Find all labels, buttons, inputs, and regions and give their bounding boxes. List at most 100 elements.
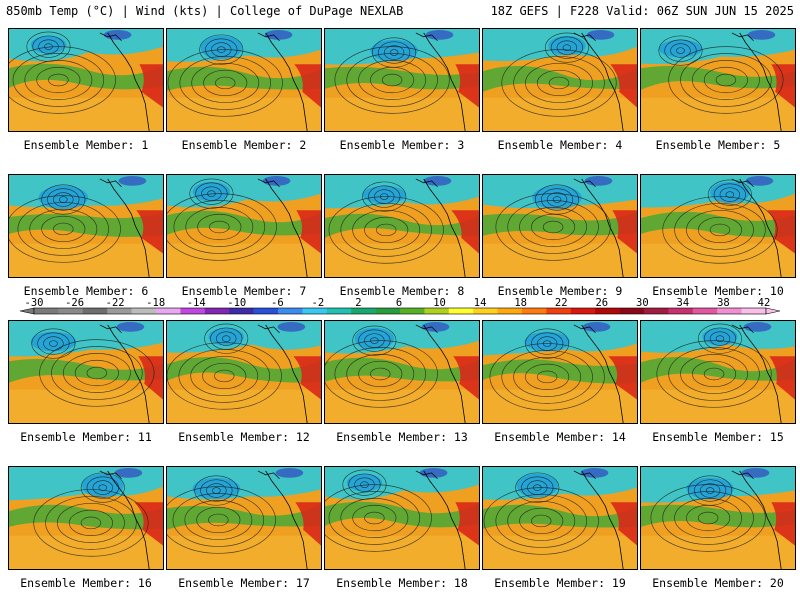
ensemble-map-4	[482, 28, 638, 132]
member-number: 19	[611, 576, 626, 590]
ensemble-map-12	[166, 320, 322, 424]
ensemble-member-label: Ensemble Member: 10	[639, 284, 797, 298]
ensemble-member-label: Ensemble Member: 17	[165, 576, 323, 590]
temperature-map	[641, 29, 795, 131]
member-number: 10	[769, 284, 784, 298]
ensemble-member-label: Ensemble Member: 2	[165, 138, 323, 152]
temperature-map	[167, 321, 321, 423]
ensemble-map-2	[166, 28, 322, 132]
colorbar-tick-label: -10	[227, 297, 246, 309]
colorbar-swatch	[741, 308, 767, 314]
member-number: 14	[611, 430, 626, 444]
colorbar-swatch	[156, 308, 181, 314]
colorbar-swatch	[229, 308, 254, 314]
ensemble-map-3	[324, 28, 480, 132]
temperature-map	[483, 29, 637, 131]
ensemble-member-label: Ensemble Member: 1	[7, 138, 165, 152]
member-number: 8	[457, 284, 465, 298]
ensemble-map-18	[324, 466, 480, 570]
colorbar-tick-label: 6	[396, 297, 402, 309]
colorbar-swatch	[58, 308, 84, 314]
colorbar-swatch	[644, 308, 669, 314]
colorbar-tick-label: 42	[758, 297, 771, 309]
colorbar-tick-label: -14	[187, 297, 206, 309]
colorbar-swatch	[180, 308, 206, 314]
label-prefix: Ensemble Member:	[497, 138, 616, 152]
temperature-map	[9, 467, 163, 569]
ensemble-member-label: Ensemble Member: 4	[481, 138, 639, 152]
colorbar-swatch	[473, 308, 498, 314]
label-prefix: Ensemble Member:	[181, 138, 300, 152]
ensemble-member-label: Ensemble Member: 7	[165, 284, 323, 298]
colorbar-swatch	[522, 308, 547, 314]
colorbar-swatch	[204, 308, 230, 314]
colorbar-tick-label: -22	[106, 297, 125, 309]
ensemble-map-19	[482, 466, 638, 570]
colorbar-svg: -30 -26 -22 -18 -14 -10 -6 -2 2 6 10 14 18 22 26 30 34 38…	[19, 297, 781, 315]
colorbar-swatch	[717, 308, 742, 314]
colorbar-tick-label: -18	[146, 297, 165, 309]
ensemble-map-13	[324, 320, 480, 424]
label-prefix: Ensemble Member:	[497, 284, 616, 298]
ensemble-member-label: Ensemble Member: 16	[7, 576, 165, 590]
label-prefix: Ensemble Member:	[652, 576, 770, 590]
temperature-map	[483, 467, 637, 569]
colorbar-swatch	[668, 308, 694, 314]
member-number: 11	[137, 430, 152, 444]
temperature-map	[641, 175, 795, 277]
ensemble-map-7	[166, 174, 322, 278]
ensemble-member-label: Ensemble Member: 6	[7, 284, 165, 298]
member-number: 1	[141, 138, 149, 152]
ensemble-map-16	[8, 466, 164, 570]
colorbar-swatch	[302, 308, 328, 314]
colorbar-tick-label: 22	[555, 297, 568, 309]
member-number: 15	[769, 430, 784, 444]
label-prefix: Ensemble Member:	[339, 138, 458, 152]
ensemble-map-5	[640, 28, 796, 132]
colorbar-arrow-right	[765, 307, 781, 315]
member-number: 4	[615, 138, 623, 152]
label-prefix: Ensemble Member:	[494, 576, 612, 590]
colorbar-tick-label: 30	[636, 297, 649, 309]
temperature-map	[9, 321, 163, 423]
colorbar-swatch	[253, 308, 279, 314]
colorbar-swatch	[278, 308, 303, 314]
ensemble-member-label: Ensemble Member: 14	[481, 430, 639, 444]
colorbar-tick-label: 34	[677, 297, 690, 309]
temperature-map	[325, 29, 479, 131]
member-number: 6	[141, 284, 149, 298]
member-number: 13	[453, 430, 468, 444]
ensemble-member-label: Ensemble Member: 9	[481, 284, 639, 298]
colorbar-tick-label: 38	[717, 297, 730, 309]
label-prefix: Ensemble Member:	[652, 430, 770, 444]
colorbar-swatch	[351, 308, 376, 314]
ensemble-map-20	[640, 466, 796, 570]
title-left: 850mb Temp (°C) | Wind (kts) | College o…	[6, 4, 404, 18]
ensemble-map-14	[482, 320, 638, 424]
ensemble-member-label: Ensemble Member: 13	[323, 430, 481, 444]
label-prefix: Ensemble Member:	[23, 284, 142, 298]
colorbar-swatch	[400, 308, 425, 314]
label-prefix: Ensemble Member:	[23, 138, 142, 152]
colorbar-tick-label: 14	[474, 297, 487, 309]
ensemble-map-8	[324, 174, 480, 278]
ensemble-map-15	[640, 320, 796, 424]
label-prefix: Ensemble Member:	[336, 576, 454, 590]
colorbar-swatch	[82, 308, 108, 314]
temperature-map	[325, 175, 479, 277]
member-number: 2	[299, 138, 307, 152]
colorbar-tick-label: 18	[514, 297, 527, 309]
colorbar-swatch	[448, 308, 474, 314]
ensemble-map-1	[8, 28, 164, 132]
member-number: 16	[137, 576, 152, 590]
member-number: 5	[773, 138, 781, 152]
label-prefix: Ensemble Member:	[652, 284, 770, 298]
colorbar-tick-label: 2	[355, 297, 361, 309]
temperature-map	[167, 175, 321, 277]
colorbar-tick-label: -26	[65, 297, 84, 309]
temperature-map	[167, 467, 321, 569]
colorbar-tick-label: -2	[312, 297, 325, 309]
temperature-map	[167, 29, 321, 131]
temperature-map	[641, 321, 795, 423]
ensemble-member-label: Ensemble Member: 12	[165, 430, 323, 444]
